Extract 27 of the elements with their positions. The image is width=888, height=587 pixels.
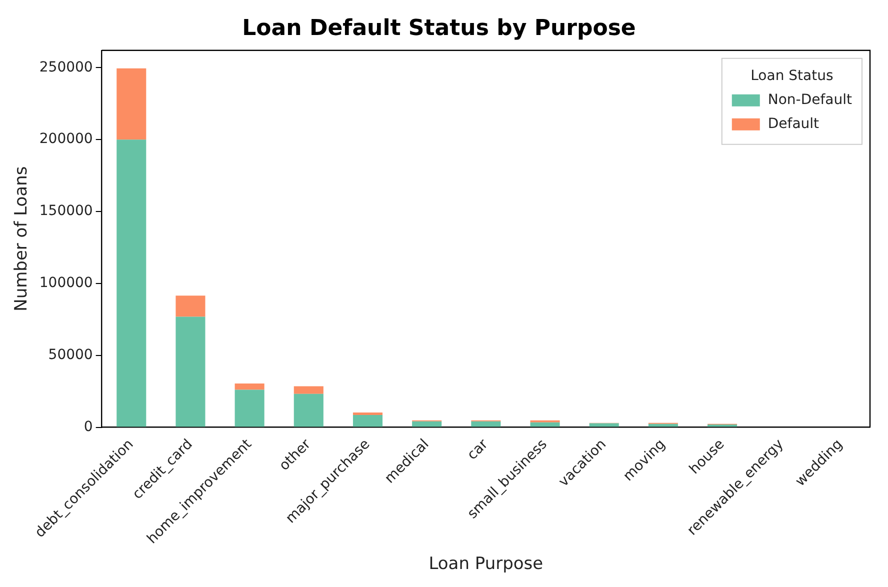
bar [176,296,206,317]
bar [648,424,678,427]
bar [530,422,560,427]
chart-title: Loan Default Status by Purpose [242,16,636,41]
bar [234,390,264,427]
bar [116,140,146,427]
y-tick-label: 0 [84,418,93,435]
bar [352,412,383,416]
legend-label: Default [768,116,820,132]
y-tick-label: 100000 [39,275,93,292]
bar [294,386,324,394]
bar [234,384,264,390]
x-axis-title: Loan Purpose [428,554,544,574]
y-tick-label: 150000 [39,203,93,220]
bar [176,316,206,427]
y-tick-label: 250000 [39,59,93,76]
bar [412,421,442,427]
bar [471,421,501,427]
y-axis-title: Number of Loans [12,166,32,312]
bar [589,423,619,427]
bar [116,68,146,140]
y-tick-label: 200000 [39,131,93,148]
y-tick-label: 50000 [48,347,93,363]
bar [352,415,383,427]
bar [294,394,324,427]
legend-label: Non-Default [768,92,853,108]
legend-title: Loan Status [750,68,834,84]
